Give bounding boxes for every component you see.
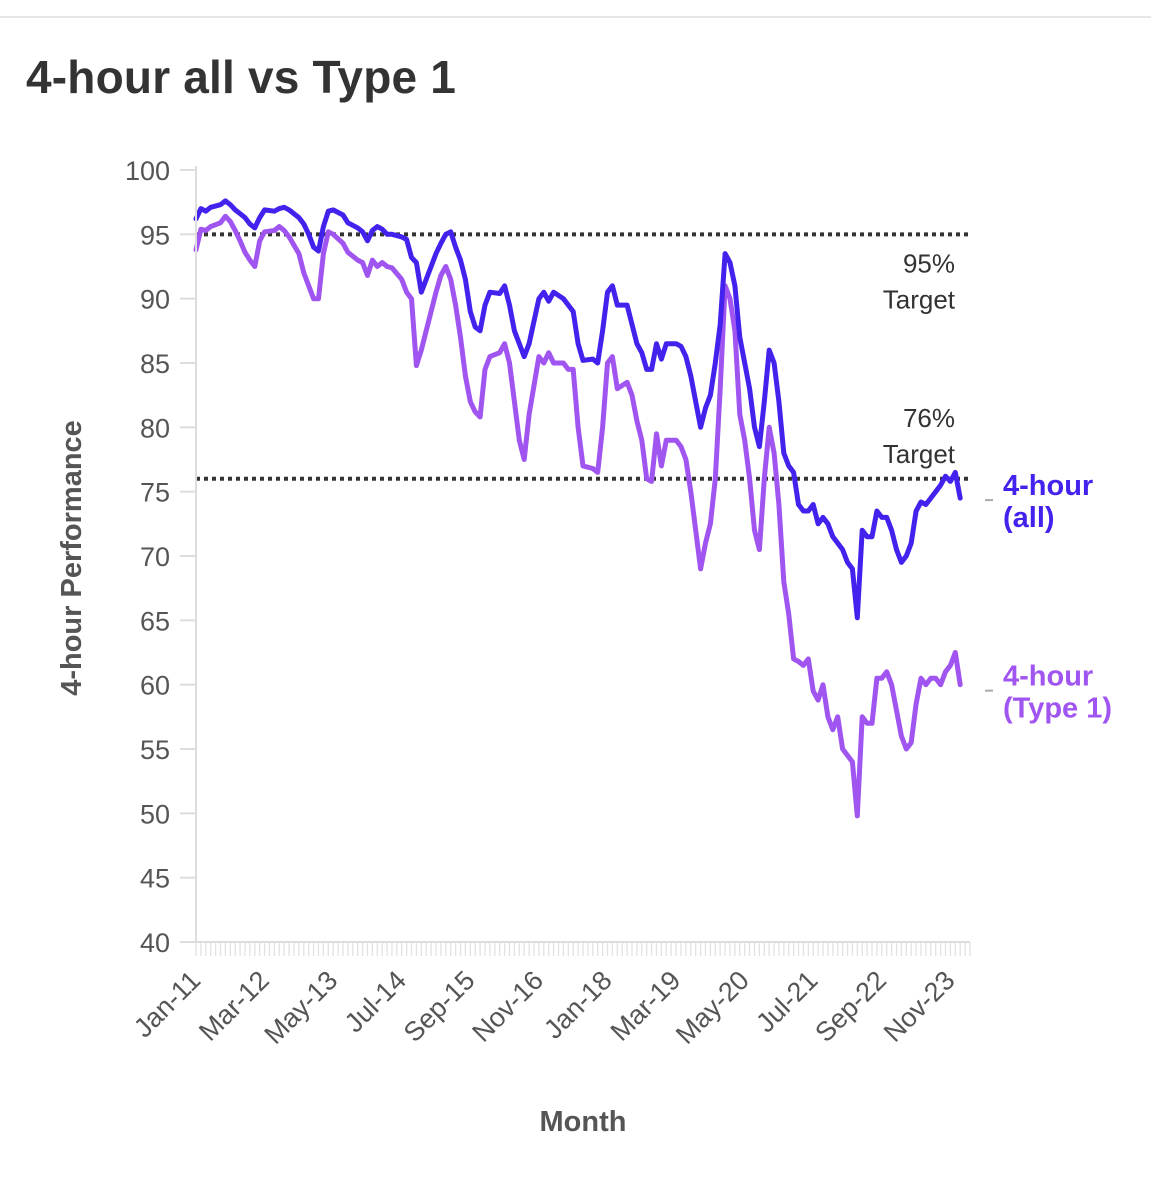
y-tick-label: 45 (140, 864, 170, 894)
x-tick-label: Sep-22 (809, 965, 892, 1048)
x-tick-label: May-20 (670, 965, 755, 1050)
x-tick-label: May-13 (259, 965, 344, 1050)
y-tick-label: 55 (140, 735, 170, 765)
target-label-text: Target (883, 439, 956, 469)
x-tick-label: Jan-11 (128, 965, 206, 1043)
y-tick-label: 95 (140, 220, 170, 250)
chart-title: 4-hour all vs Type 1 (26, 51, 457, 103)
x-tick-label: Jan-18 (538, 965, 618, 1045)
x-tick-label: Nov-23 (878, 965, 961, 1048)
series-label-all: 4-hour (1003, 470, 1093, 502)
series-label-all-sub: (all) (1003, 502, 1055, 534)
y-tick-label: 50 (140, 799, 170, 829)
y-tick-label: 60 (140, 671, 170, 701)
y-tick-label: 90 (140, 285, 170, 315)
series-label-type1: 4-hour (1003, 661, 1093, 693)
target-label-text: Target (883, 284, 956, 314)
y-tick-label: 65 (140, 606, 170, 636)
target-label-value: 95% (903, 248, 955, 278)
y-tick-label: 80 (140, 413, 170, 443)
x-tick-label: Nov-16 (466, 965, 549, 1048)
series-line-type1 (193, 213, 963, 819)
y-tick-label: 40 (140, 928, 170, 958)
x-axis-title: Month (540, 1106, 627, 1138)
x-tick-label: Mar-12 (193, 965, 275, 1047)
y-tick-label: 70 (140, 542, 170, 572)
top-divider (0, 16, 1151, 18)
y-axis-title: 4-hour Performance (56, 420, 88, 696)
series-label-type1-sub: (Type 1) (1003, 693, 1112, 725)
y-tick-label: 100 (125, 156, 170, 186)
x-tick-label: Mar-19 (605, 965, 687, 1047)
y-tick-label: 75 (140, 478, 170, 508)
target-label-value: 76% (903, 403, 955, 433)
y-tick-label: 85 (140, 349, 170, 379)
x-tick-label: Sep-15 (398, 965, 481, 1048)
series-line-all (193, 198, 963, 621)
